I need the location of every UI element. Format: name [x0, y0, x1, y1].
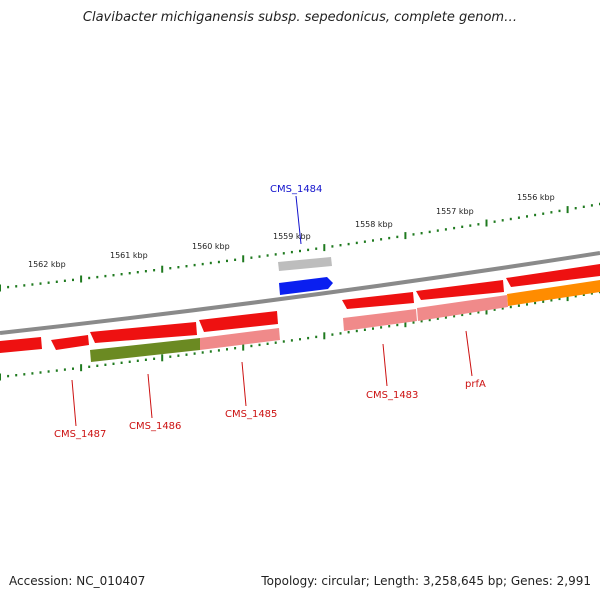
gene-right-red[interactable] [506, 264, 600, 287]
leader-cms-1484 [295, 195, 302, 245]
map-title: Clavibacter michiganensis subsp. sepedon… [82, 10, 518, 25]
gene-prfa-red[interactable] [416, 280, 504, 300]
gene-prfa-pink[interactable] [417, 295, 508, 321]
gene-cms-1485-pink[interactable] [200, 328, 280, 350]
gene-label-cms-1483[interactable]: CMS_1483 [366, 390, 418, 401]
scale-label-1556: 1556 kbp [517, 193, 555, 202]
scale-label-1558: 1558 kbp [355, 220, 393, 229]
leader-cms-1485 [241, 361, 247, 407]
gene-label-cms-1487[interactable]: CMS_1487 [54, 429, 106, 440]
leader-prfa [465, 330, 473, 377]
genome-backbone [0, 251, 600, 335]
gene-label-cms-1486[interactable]: CMS_1486 [129, 421, 181, 432]
gene-cms-1487[interactable] [51, 335, 89, 350]
scale-label-1562: 1562 kbp [28, 260, 66, 269]
leader-cms-1487 [71, 379, 77, 427]
gene-right-orange[interactable] [507, 280, 600, 306]
gene-cms-1483-red[interactable] [342, 292, 414, 309]
scale-label-1557: 1557 kbp [436, 207, 474, 216]
scale-label-1560: 1560 kbp [192, 242, 230, 251]
gene-label-cms-1484[interactable]: CMS_1484 [270, 184, 322, 195]
gene-cms-1486-olive[interactable] [90, 338, 200, 362]
gene-cms-1484[interactable] [279, 277, 333, 295]
scale-label-1561: 1561 kbp [110, 251, 148, 260]
gene-cms-1484-grey[interactable] [278, 257, 332, 271]
gene-label-prfa[interactable]: prfA [465, 379, 486, 390]
leader-cms-1486 [147, 373, 153, 419]
gene-label-cms-1485[interactable]: CMS_1485 [225, 409, 277, 420]
gene-cms-1483-pink[interactable] [343, 309, 417, 331]
leader-cms-1483 [382, 343, 388, 387]
gene-cms-1486-red[interactable] [90, 322, 197, 343]
accession-text: Accession: NC_010407 [9, 574, 146, 588]
outer-scale-ring [0, 202, 600, 292]
gene-cms-1485-red[interactable] [199, 311, 278, 332]
topology-summary: Topology: circular; Length: 3,258,645 bp… [261, 574, 591, 588]
gene-left-edge[interactable] [0, 337, 42, 353]
inner-scale-ring [0, 290, 600, 381]
scale-label-1559: 1559 kbp [273, 232, 311, 241]
